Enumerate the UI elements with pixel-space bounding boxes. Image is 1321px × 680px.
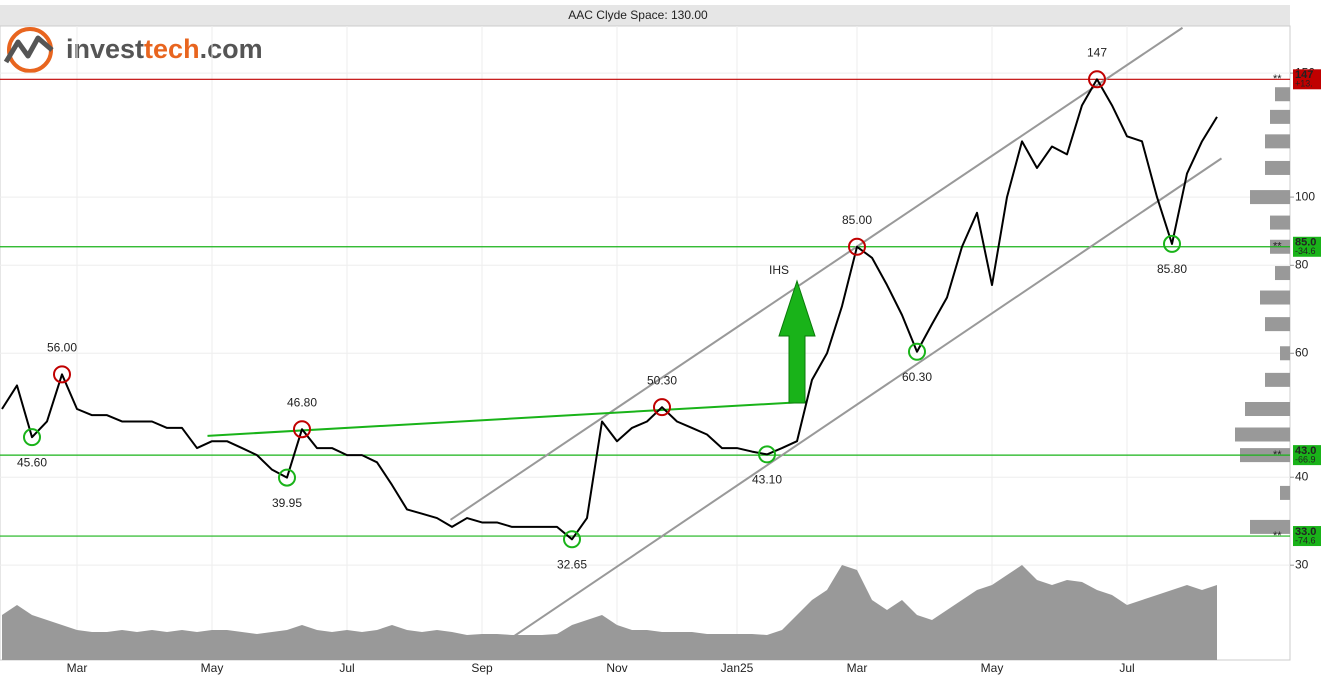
top-marker	[653, 398, 671, 417]
x-tick-label: Mar	[847, 661, 868, 675]
top-marker	[1088, 70, 1106, 89]
y-tick-label: 100	[1295, 189, 1315, 203]
volume-profile-bar	[1250, 519, 1290, 534]
level-box	[1293, 69, 1321, 90]
value-label: 56.00	[47, 341, 77, 355]
volume-profile-bar	[1275, 266, 1290, 281]
volume-profile-bar	[1265, 372, 1290, 387]
value-label: 85.80	[1157, 262, 1187, 276]
value-label: 45.60	[17, 455, 47, 469]
title-bar	[0, 5, 1290, 26]
logo-part: .com	[200, 34, 263, 64]
value-label: 32.65	[557, 557, 587, 571]
x-tick-label: May	[201, 661, 224, 675]
x-tick-label: Jul	[1119, 661, 1134, 675]
x-tick-label: Nov	[606, 661, 627, 675]
pattern-arrow	[778, 279, 816, 404]
value-label: 39.95	[272, 496, 302, 510]
logo: investtech.com	[3, 27, 263, 73]
level-box	[1293, 445, 1321, 466]
value-label: 60.30	[902, 370, 932, 384]
volume-profile-bar	[1280, 485, 1290, 500]
bottom-marker	[1163, 234, 1181, 253]
volume-profile-bar	[1265, 160, 1290, 175]
top-marker	[293, 420, 311, 439]
top-marker	[53, 365, 71, 384]
level-label: +13.	[1295, 79, 1313, 89]
y-tick-label: 30	[1295, 557, 1309, 571]
level-marker: **	[1273, 530, 1282, 542]
level-label: 33.0	[1295, 526, 1316, 538]
volume-area	[2, 565, 1217, 660]
y-tick-label: 40	[1295, 469, 1309, 483]
value-label: 147	[1087, 45, 1107, 59]
level-label: -74.6	[1295, 535, 1316, 545]
level-marker: **	[1273, 73, 1282, 85]
volume-profile-bar	[1250, 190, 1290, 205]
level-label: 43.0	[1295, 445, 1316, 457]
bottom-marker	[23, 428, 41, 447]
trend-line	[449, 26, 1184, 521]
level-box	[1293, 526, 1321, 547]
volume-profile-bar	[1235, 427, 1290, 442]
pattern-label: IHS	[769, 263, 789, 277]
logo-text: investtech.com	[66, 34, 263, 64]
level-label: 147	[1295, 69, 1313, 81]
value-label: 85.00	[842, 213, 872, 227]
x-tick-label: Jan25	[721, 661, 754, 675]
volume-profile-bar	[1245, 402, 1290, 417]
level-label: -66.9	[1295, 454, 1316, 464]
level-label: 85.0	[1295, 237, 1316, 249]
y-tick-label: 80	[1295, 257, 1309, 271]
level-marker: **	[1273, 449, 1282, 461]
top-marker	[848, 237, 866, 256]
value-label: 43.10	[752, 473, 782, 487]
volume-profile-bar	[1280, 346, 1290, 361]
bottom-marker	[758, 445, 776, 464]
value-label: 50.30	[647, 373, 677, 387]
bottom-marker	[563, 530, 581, 549]
volume-profile-bar	[1260, 290, 1290, 305]
trend-line	[207, 400, 808, 437]
volume-profile-bar	[1270, 109, 1290, 124]
volume-profile-bar	[1265, 134, 1290, 149]
volume-profile-bar	[1265, 317, 1290, 332]
x-tick-label: Sep	[471, 661, 493, 675]
trend-line	[509, 157, 1223, 640]
y-tick-label: 60	[1295, 345, 1309, 359]
logo-zigzag	[3, 35, 54, 64]
bottom-marker	[908, 342, 926, 361]
level-label: -34.6	[1295, 246, 1316, 256]
x-tick-label: Jul	[339, 661, 354, 675]
chart-title: AAC Clyde Space: 130.00	[568, 8, 708, 22]
logo-part: tech	[144, 34, 200, 64]
level-marker: **	[1273, 241, 1282, 253]
value-label: 46.80	[287, 395, 317, 409]
logo-part: invest	[66, 34, 144, 64]
bottom-marker	[278, 468, 296, 487]
volume-profile-bar	[1270, 215, 1290, 230]
volume-profile-bar	[1275, 87, 1290, 102]
x-tick-label: Mar	[67, 661, 88, 675]
x-tick-label: May	[981, 661, 1004, 675]
level-box	[1293, 236, 1321, 257]
price-line	[1, 78, 1218, 541]
